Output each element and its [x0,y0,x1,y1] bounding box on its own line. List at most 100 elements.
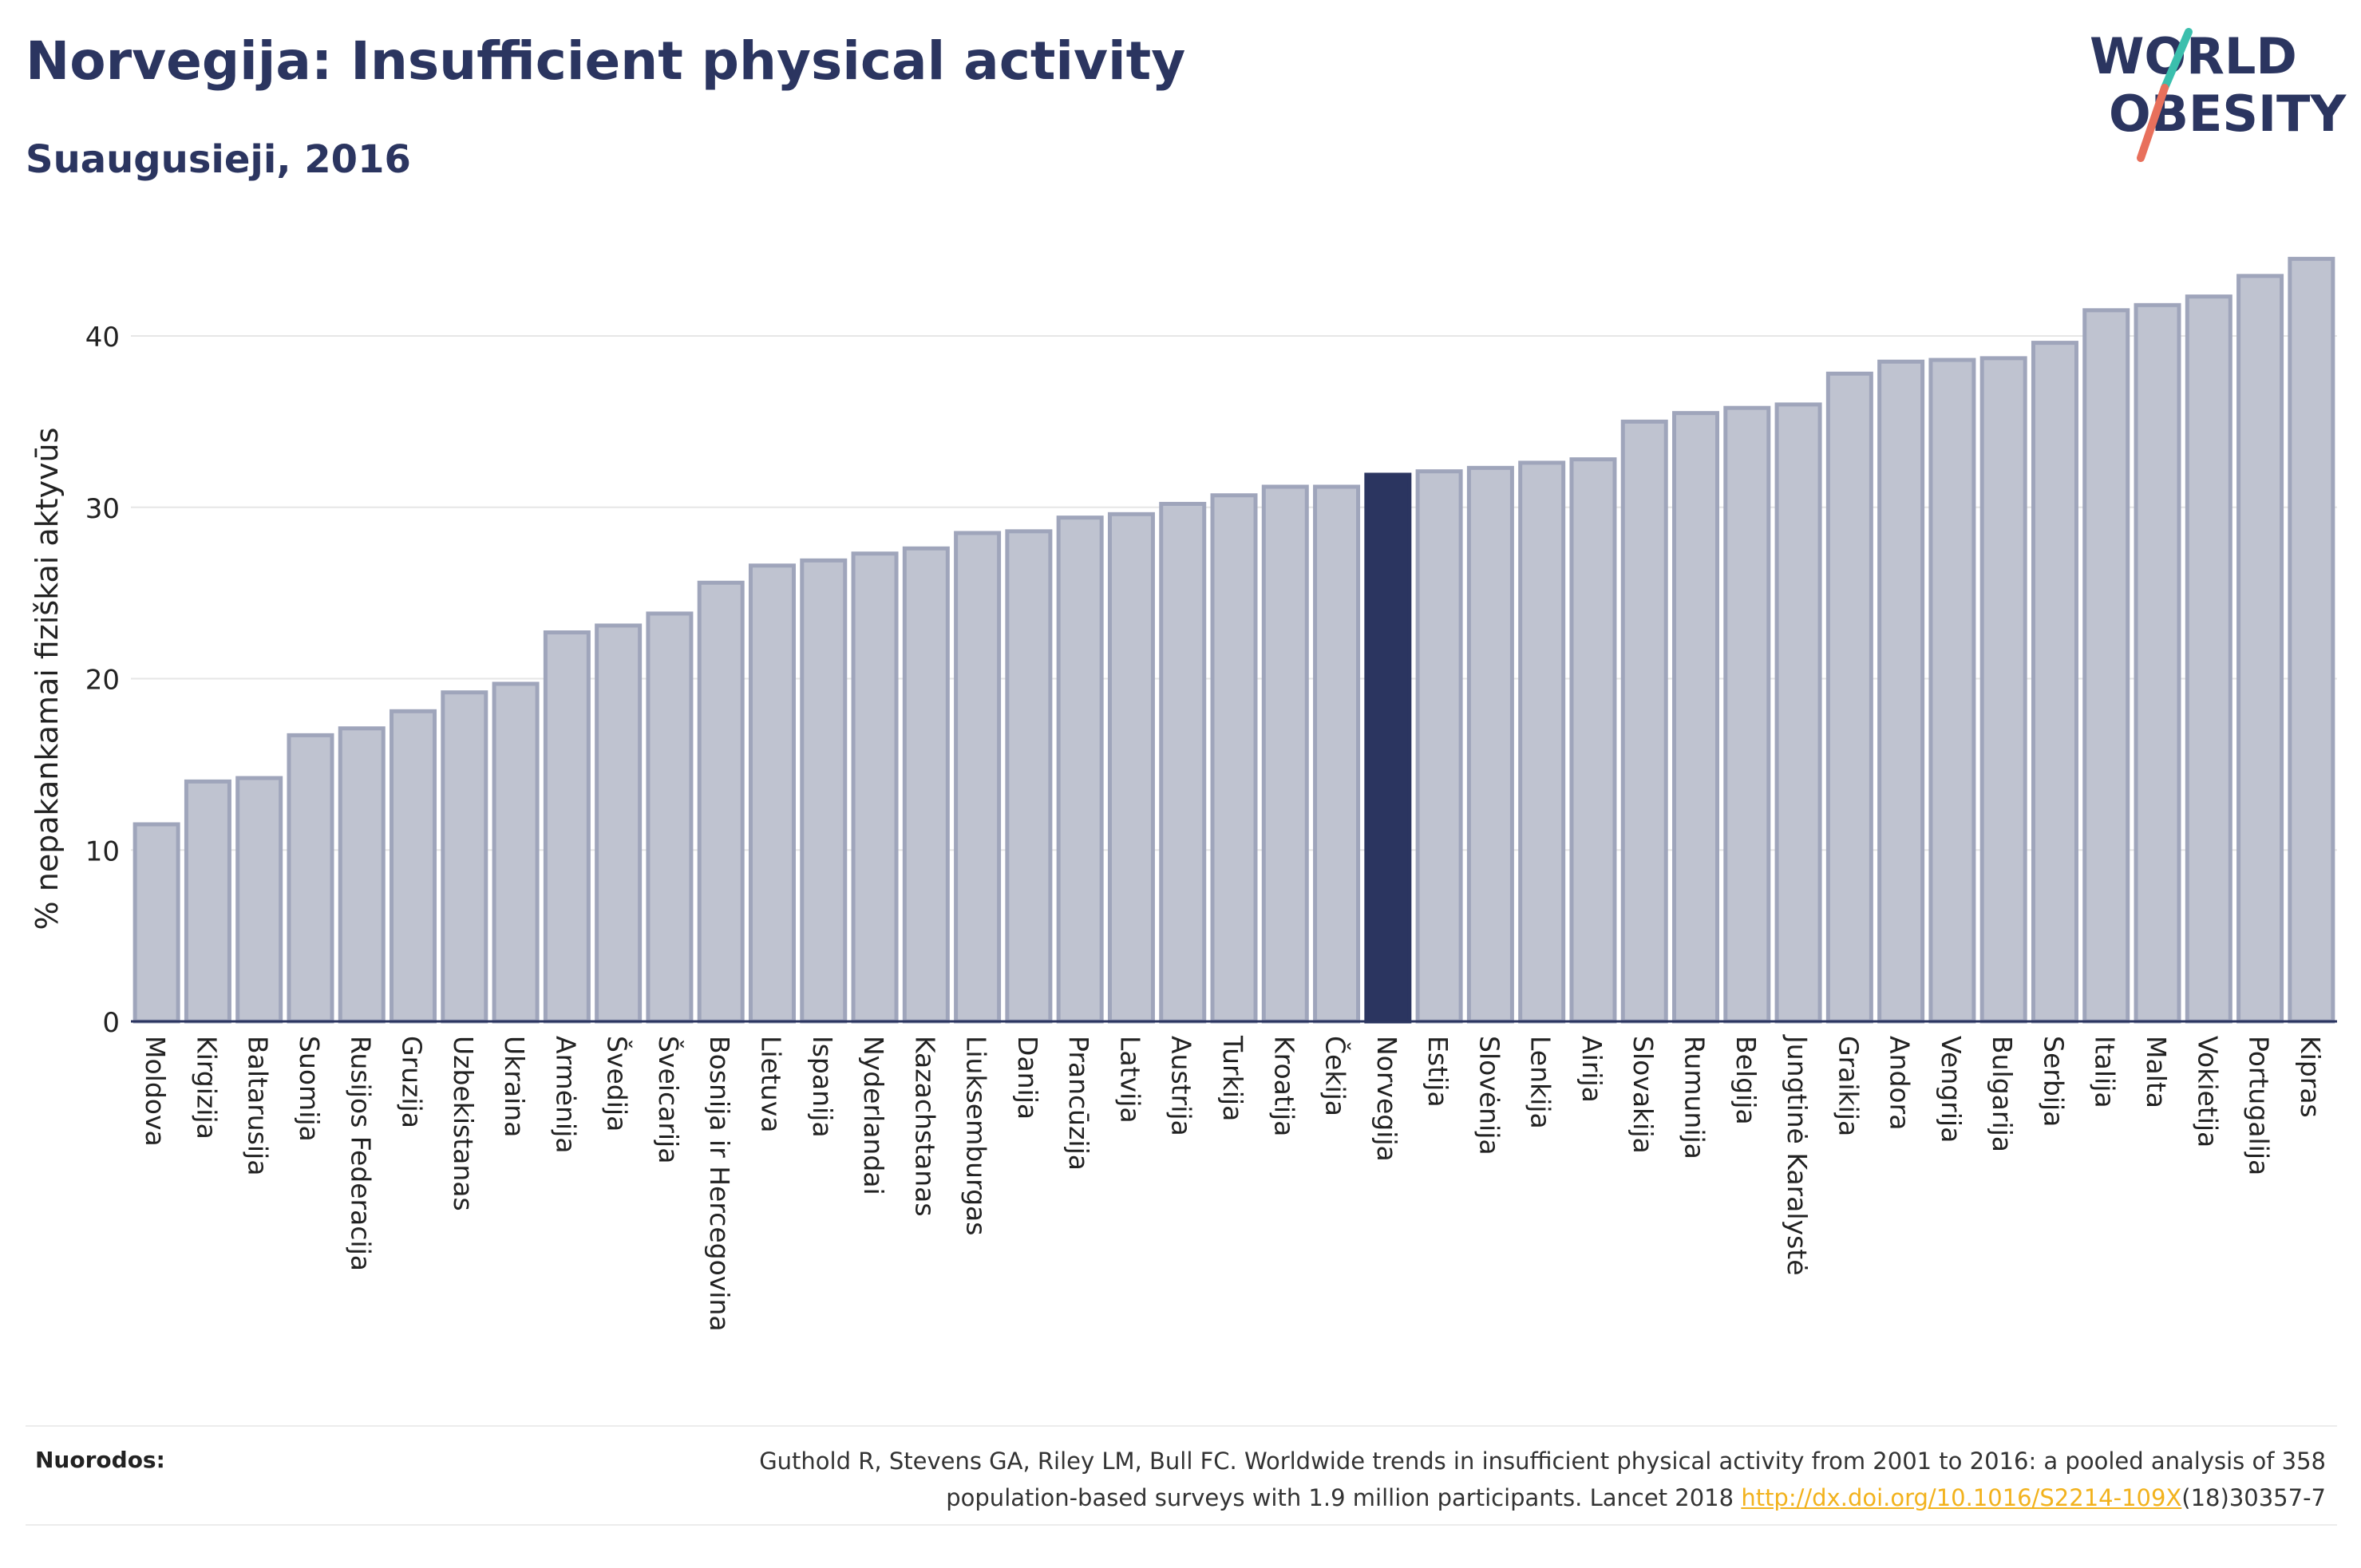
x-tick-label: Serbija [2038,1036,2069,1127]
x-tick-label: Vengrija [1936,1036,1967,1143]
x-tick-label: Nyderlandai [858,1036,889,1195]
x-tick-label: Austrija [1166,1036,1197,1136]
x-tick-label: Čekija [1320,1036,1352,1116]
bar [338,726,386,1024]
bar [2031,341,2078,1024]
x-tick-label: Liuksemburgas [961,1036,992,1235]
y-tick-label: 10 [85,835,120,867]
x-tick-label: Ukraina [499,1036,530,1137]
chart-subtitle: Suaugusieji, 2016 [26,137,411,182]
logo-slash-teal [2161,28,2193,92]
bar-chart: 0 10 20 30 40 Moldova Kirgizija Baltarusija Suo… [30,256,2337,1332]
x-tick-label: Slovėnija [1473,1036,1505,1155]
citation-line-2: population-based surveys with 1.9 millio… [490,1479,2326,1516]
bar [748,563,796,1024]
x-tick-label: Kazachstanas [909,1036,940,1217]
y-axis-ticks: 0 10 20 30 40 [85,322,120,1039]
chart-title: Norvegija: Insufficient physical activit… [26,30,1186,92]
bar [1723,405,1771,1024]
bar [800,558,848,1024]
x-tick-label: Šveicarija [653,1036,685,1163]
bar [2236,274,2284,1024]
bar [1415,469,1463,1024]
bar [1005,529,1053,1024]
bar [646,611,694,1024]
x-tick-label: Jungtinė Karalystė [1782,1034,1813,1276]
bar [1107,511,1155,1024]
bar [543,630,591,1024]
x-tick-label: Lietuva [755,1036,786,1132]
bars [132,256,2335,1024]
bar [595,623,643,1024]
bar [1620,419,1668,1024]
x-tick-label: Lenkija [1525,1036,1556,1129]
x-tick-label: Belgija [1730,1036,1762,1125]
x-tick-label: Graikija [1833,1036,1864,1136]
bar [390,709,437,1024]
x-tick-label: Kipras [2295,1036,2326,1118]
x-tick-label: Latvija [1114,1036,1145,1124]
bar [1569,457,1617,1024]
bar [287,733,334,1024]
citation-line-1: Guthold R, Stevens GA, Riley LM, Bull FC… [759,1448,2326,1475]
x-tick-label: Armėnija [550,1036,581,1154]
x-tick-label: Vokietija [2192,1036,2223,1147]
y-tick-label: 40 [85,322,120,353]
bar [492,681,540,1024]
bar [2134,302,2181,1024]
bar [954,531,1002,1024]
citation-prefix: population-based surveys with 1.9 millio… [946,1484,1742,1511]
x-tick-label: Italija [2090,1036,2121,1108]
x-tick-label: Bulgarija [1987,1036,2018,1152]
bar [1928,357,1976,1024]
x-tick-label: Baltarusija [243,1036,274,1175]
x-tick-label: Portugalija [2244,1036,2275,1175]
bar [1056,515,1104,1024]
x-tick-label: Danija [1012,1036,1043,1120]
footer-label: Nuorodos: [35,1447,165,1473]
bar-highlight [1364,472,1412,1024]
x-tick-label: Andora [1884,1036,1916,1130]
x-tick-label: Ispanija [807,1036,838,1138]
x-tick-label: Švedija [602,1036,634,1132]
bar [1979,356,2027,1024]
bar [441,690,488,1024]
bar [2288,256,2335,1024]
x-tick-label: Slovakija [1627,1036,1659,1154]
x-tick-label: Turkija [1217,1035,1248,1121]
bar [902,546,950,1024]
y-tick-label: 20 [85,665,120,697]
logo-slash-coral [2137,84,2169,162]
x-tick-label: Moldova [140,1036,171,1147]
x-tick-label: Malta [2141,1036,2172,1108]
x-tick-label: Norvegija [1371,1036,1402,1162]
x-tick-label: Uzbekistanas [448,1036,479,1211]
x-tick-label: Airija [1576,1036,1608,1103]
x-tick-label: Suomija [294,1036,325,1142]
bar [2082,308,2130,1024]
y-tick-label: 30 [85,493,120,525]
x-tick-label: Estija [1422,1036,1453,1108]
bar [1261,484,1309,1024]
bar [1825,371,1873,1024]
bar [132,822,180,1024]
y-axis-label: % nepakankamai fiziškai aktyvūs [30,428,65,930]
bar [1774,402,1822,1024]
bar [697,580,745,1024]
bar [1518,460,1566,1024]
world-obesity-logo: WORLD OBESITY [2090,27,2347,162]
bar [1159,501,1207,1024]
x-tick-label: Rusijos Federacija [345,1036,376,1271]
x-tick-label: Rumunija [1679,1036,1710,1159]
citation-doi-link[interactable]: http://dx.doi.org/10.1016/S2214-109X [1741,1484,2182,1511]
citation-suffix: (18)30357-7 [2181,1484,2326,1511]
bar [1466,465,1514,1024]
footer-divider-top [26,1425,2337,1427]
footer-citation: Guthold R, Stevens GA, Riley LM, Bull FC… [490,1443,2326,1516]
x-axis-ticks: Moldova Kirgizija Baltarusija Suomija Rusijo… [140,1034,2326,1332]
x-tick-label: Kroatija [1268,1036,1299,1136]
bar [1210,493,1258,1024]
bar [2185,294,2232,1024]
logo-text-world: WORLD [2090,27,2297,85]
bar [851,551,899,1024]
